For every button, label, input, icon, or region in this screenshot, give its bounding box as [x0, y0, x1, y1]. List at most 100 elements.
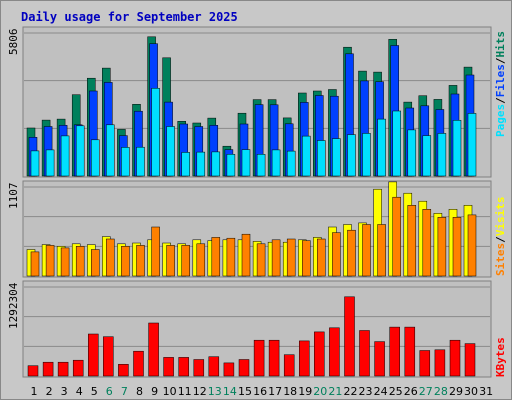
sites-bar — [211, 237, 221, 277]
pages-bar — [30, 150, 40, 177]
sites-bar — [226, 237, 236, 277]
x-tick-label: 25 — [389, 385, 403, 398]
kbytes-bar — [464, 343, 476, 377]
kbytes-bar — [88, 333, 99, 377]
kbytes-bar — [57, 361, 69, 377]
sites-bar — [302, 240, 311, 277]
pages-bar — [317, 140, 326, 177]
pages-bar — [302, 135, 311, 177]
kbytes-bar — [253, 339, 265, 377]
sites-bar — [256, 243, 266, 277]
pages-bar — [332, 138, 341, 177]
x-tick-label: 7 — [121, 385, 128, 398]
kbytes-bar — [178, 357, 189, 377]
x-tick-label: 15 — [238, 385, 252, 398]
sites-bar — [332, 232, 341, 277]
legend-sep: / — [494, 57, 507, 64]
x-tick-label: 27 — [419, 385, 433, 398]
sites-bar — [422, 209, 432, 277]
pages-bar — [467, 113, 477, 177]
kbytes-ymax-label: 1292304 — [7, 282, 20, 329]
chart-title: Daily usage for September 2025 — [21, 10, 238, 24]
x-tick-label: 1 — [31, 385, 38, 398]
sites-bar — [136, 245, 145, 277]
pages-bar — [136, 146, 145, 177]
legend-sep: / — [494, 97, 507, 104]
pages-bar — [91, 139, 100, 177]
x-tick-label: 23 — [359, 385, 373, 398]
x-tick-label: 28 — [434, 385, 448, 398]
kbytes-bar — [359, 330, 370, 377]
x-tick-label: 14 — [223, 385, 237, 398]
kbytes-bar — [238, 359, 250, 377]
kbytes-bar — [419, 350, 431, 377]
sites-bar — [45, 245, 55, 277]
legend-files: Files — [494, 64, 507, 97]
sites-bar — [151, 226, 160, 277]
legend-sep: / — [494, 236, 507, 243]
pages-bar — [196, 151, 206, 177]
legend-pages: Pages — [494, 104, 507, 137]
x-tick-label: 8 — [136, 385, 143, 398]
x-tick-label: 26 — [404, 385, 418, 398]
kbytes-bar — [223, 362, 235, 377]
pages-bar — [45, 149, 55, 177]
x-tick-label: 29 — [449, 385, 463, 398]
x-tick-label: 20 — [313, 385, 327, 398]
pages-bar — [347, 134, 356, 177]
sites-bar — [347, 229, 356, 277]
sites-bar — [317, 238, 326, 277]
kbytes-legend: KBytes — [494, 337, 507, 377]
x-tick-label: 16 — [253, 385, 267, 398]
kbytes-bar — [27, 365, 39, 377]
x-tick-label: 17 — [268, 385, 282, 398]
x-tick-label: 30 — [464, 385, 478, 398]
kbytes-bar — [329, 327, 340, 377]
x-tick-label: 9 — [151, 385, 158, 398]
kbytes-bar — [42, 361, 54, 377]
pages-bar — [211, 151, 221, 177]
x-tick-label: 24 — [374, 385, 388, 398]
pages-bar — [121, 147, 130, 177]
sites-bar — [437, 217, 447, 277]
x-tick-label: 10 — [163, 385, 177, 398]
pages-bar — [271, 149, 281, 177]
sites-bar — [271, 239, 281, 277]
pages-bar — [256, 154, 266, 177]
sites-bar — [196, 243, 206, 277]
sites-bar — [286, 238, 296, 277]
x-tick-label: 5 — [91, 385, 98, 398]
pages-bar — [226, 154, 236, 177]
pages-bar — [437, 133, 447, 177]
kbytes-bar — [404, 326, 416, 377]
sites-bar — [121, 246, 130, 277]
x-tick-label: 19 — [298, 385, 312, 398]
sites-bar — [452, 217, 462, 277]
hits-ymax-label: 5806 — [7, 29, 20, 56]
pages-bar — [422, 135, 432, 177]
pages-bar — [286, 150, 296, 177]
pages-bar — [166, 126, 175, 177]
x-tick-label: 21 — [328, 385, 342, 398]
x-tick-label: 6 — [106, 385, 113, 398]
sites-bar — [91, 249, 100, 277]
kbytes-bar — [193, 359, 205, 377]
sites-bar — [60, 247, 70, 277]
kbytes-bar — [449, 339, 461, 377]
x-tick-label: 2 — [46, 385, 53, 398]
x-tick-label: 4 — [76, 385, 83, 398]
sites-bar — [407, 205, 417, 277]
sites-bar — [75, 246, 85, 277]
bars — [26, 36, 477, 377]
kbytes-bar — [344, 296, 355, 377]
kbytes-bar — [389, 326, 400, 377]
hits-legend: Pages/Files/Hits — [494, 31, 507, 137]
kbytes-bar — [103, 336, 114, 377]
kbytes-bar — [374, 341, 385, 377]
kbytes-bar — [163, 357, 174, 377]
kbytes-bar — [299, 340, 310, 377]
kbytes-bar — [434, 349, 446, 377]
legend-kbytes: KBytes — [494, 337, 507, 377]
x-tick-label: 22 — [344, 385, 358, 398]
